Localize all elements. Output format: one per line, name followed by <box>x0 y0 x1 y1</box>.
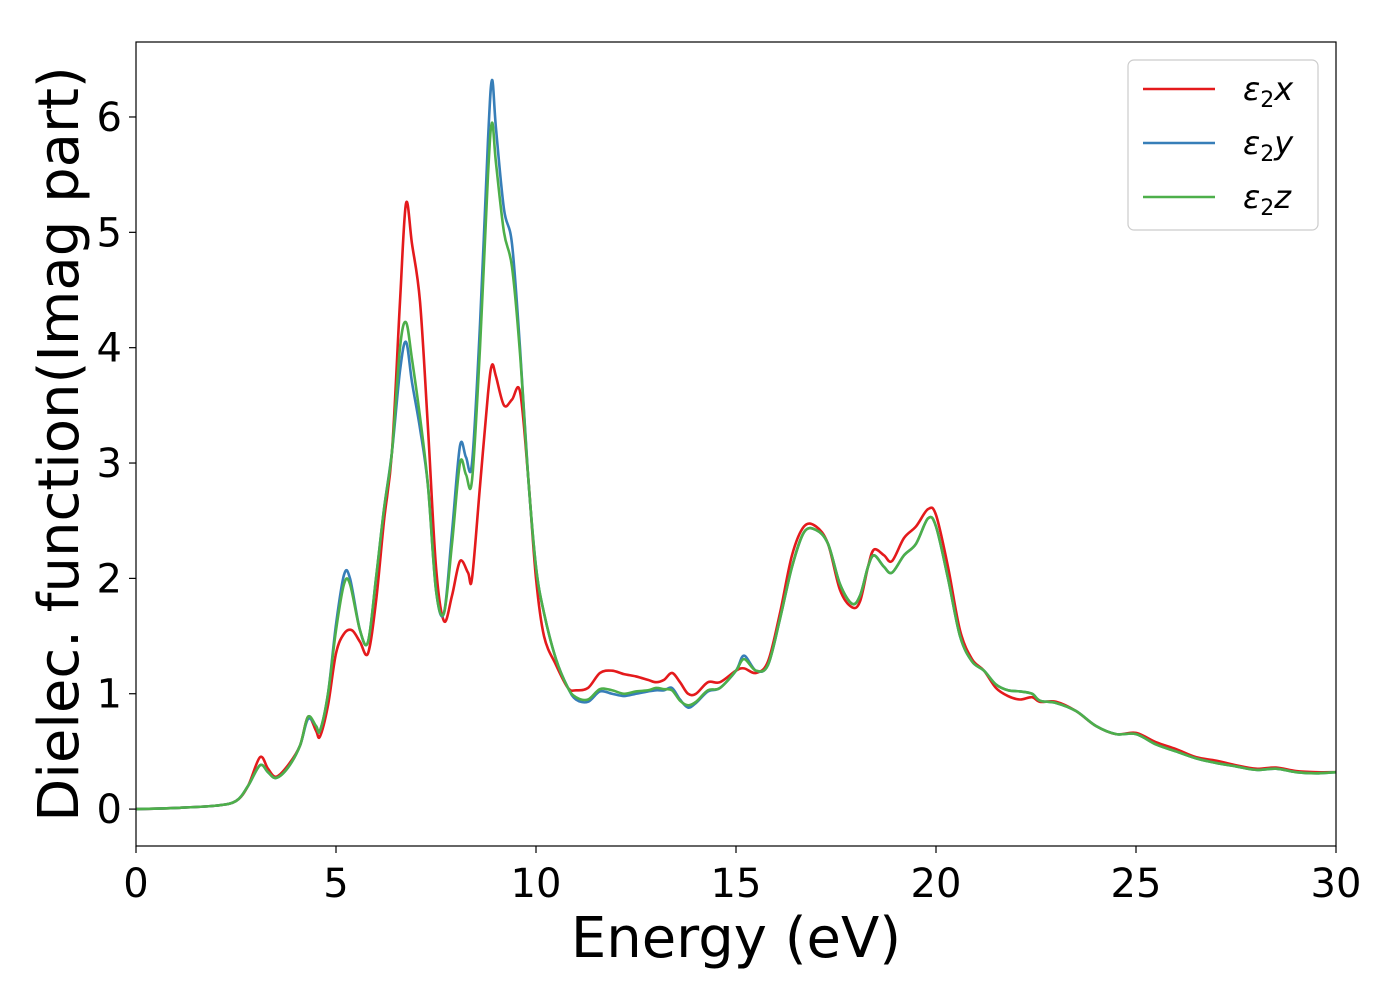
y-tick-label: 3 <box>97 441 122 487</box>
x-tick-label: 5 <box>323 861 348 907</box>
y-axis-title: Dielec. function(Imag part) <box>27 66 92 822</box>
y-tick-label: 4 <box>97 326 122 372</box>
y-axis-ticks: 0 1 2 3 4 5 6 <box>97 95 136 833</box>
y-tick-label: 2 <box>97 556 122 602</box>
series-line-z <box>136 121 1336 811</box>
legend-label-z: ε2z <box>1243 178 1292 221</box>
y-tick-label: 5 <box>97 210 122 256</box>
x-tick-label: 0 <box>123 861 148 907</box>
legend-label-y: ε2y <box>1243 124 1294 167</box>
legend-box <box>1127 59 1319 231</box>
y-tick-label: 1 <box>97 672 122 718</box>
y-tick-label: 6 <box>97 95 122 141</box>
series-layer <box>136 78 1336 811</box>
series-line-x <box>136 200 1336 811</box>
x-axis-ticks: 0 5 10 15 20 25 30 <box>123 846 1361 907</box>
x-axis-title: Energy (eV) <box>571 906 901 971</box>
x-tick-label: 15 <box>711 861 762 907</box>
legend: ε2x ε2y ε2z <box>1127 59 1319 231</box>
x-tick-label: 20 <box>911 861 962 907</box>
x-tick-label: 25 <box>1111 861 1162 907</box>
legend-label-x: ε2x <box>1243 70 1294 113</box>
y-tick-label: 0 <box>97 787 122 833</box>
x-tick-label: 10 <box>511 861 562 907</box>
x-tick-label: 30 <box>1311 861 1362 907</box>
